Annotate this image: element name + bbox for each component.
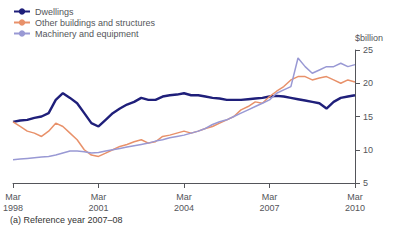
svg-text:2007: 2007 bbox=[259, 203, 279, 213]
svg-text:Other buildings and structures: Other buildings and structures bbox=[35, 18, 156, 28]
svg-text:1998: 1998 bbox=[3, 203, 23, 213]
svg-text:15: 15 bbox=[363, 112, 373, 122]
svg-text:20: 20 bbox=[363, 78, 373, 88]
svg-text:5: 5 bbox=[363, 178, 368, 188]
svg-text:Mar: Mar bbox=[5, 192, 21, 202]
svg-text:2004: 2004 bbox=[174, 203, 194, 213]
svg-text:2010: 2010 bbox=[345, 203, 365, 213]
svg-text:Mar: Mar bbox=[347, 192, 363, 202]
svg-text:Mar: Mar bbox=[176, 192, 192, 202]
svg-text:25: 25 bbox=[363, 45, 373, 55]
svg-text:2001: 2001 bbox=[88, 203, 108, 213]
svg-text:Dwellings: Dwellings bbox=[35, 7, 74, 17]
svg-text:Mar: Mar bbox=[91, 192, 107, 202]
svg-text:Mar: Mar bbox=[262, 192, 278, 202]
svg-text:(a) Reference year 2007–08: (a) Reference year 2007–08 bbox=[10, 215, 123, 225]
svg-text:$billion: $billion bbox=[355, 33, 383, 43]
svg-text:10: 10 bbox=[363, 145, 373, 155]
svg-text:Machinery and equipment: Machinery and equipment bbox=[35, 29, 139, 39]
